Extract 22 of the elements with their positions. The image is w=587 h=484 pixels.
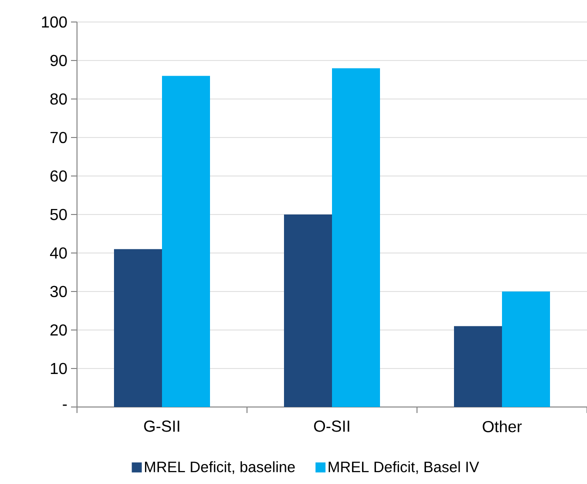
y-tick-label: 30 <box>50 286 67 298</box>
bar <box>502 291 550 407</box>
bar <box>332 68 380 407</box>
y-tick-label: 20 <box>50 324 67 336</box>
bar <box>162 76 210 407</box>
y-tick-label: - <box>62 404 67 406</box>
legend-label: MREL Deficit, baseline <box>145 461 295 474</box>
y-tick-label: 70 <box>50 132 67 144</box>
bar <box>454 326 502 407</box>
y-tick-label: 90 <box>50 54 67 66</box>
y-tick-label: 50 <box>50 208 67 220</box>
x-tick-label: O-SII <box>314 420 350 432</box>
bar <box>284 214 332 407</box>
y-tick-label: 40 <box>50 247 67 259</box>
y-tick-label: 100 <box>42 16 67 28</box>
legend-label: MREL Deficit, Basel IV <box>328 461 480 474</box>
y-tick-label: 80 <box>50 93 67 105</box>
x-tick-label: G-SII <box>144 420 180 432</box>
y-tick-label: 60 <box>50 170 67 182</box>
bar <box>114 249 162 407</box>
x-tick-label: Other <box>482 420 522 432</box>
y-tick-label: 10 <box>50 362 67 374</box>
